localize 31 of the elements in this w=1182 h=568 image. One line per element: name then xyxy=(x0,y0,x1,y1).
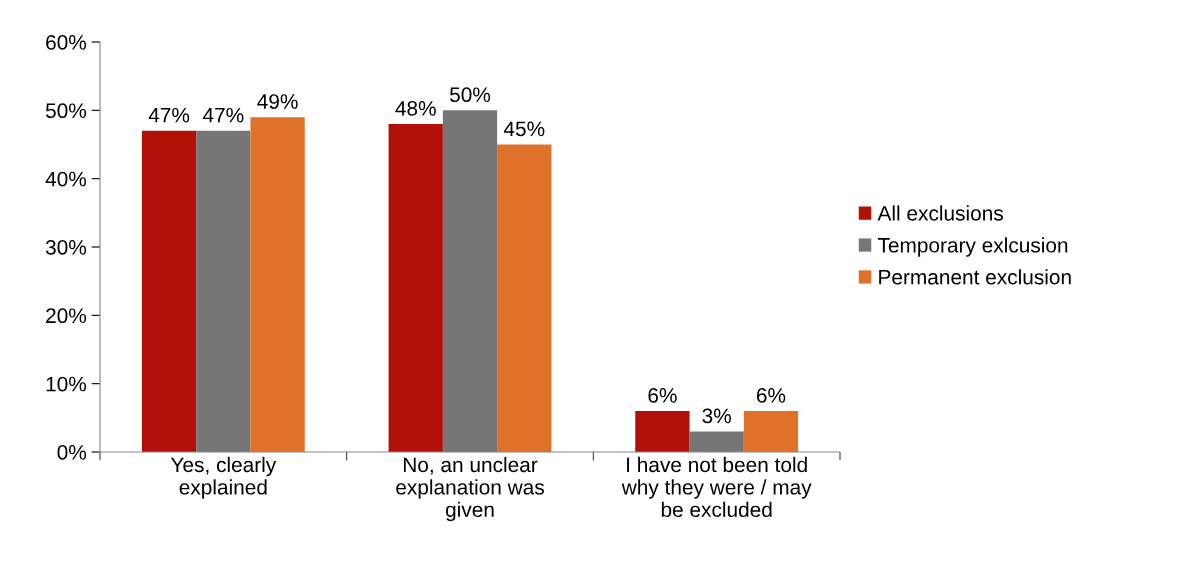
bar xyxy=(689,431,744,452)
data-label: 3% xyxy=(702,408,731,424)
bar xyxy=(442,110,498,452)
bar xyxy=(497,144,552,452)
y-tick-label: 40% xyxy=(45,171,87,187)
data-label: 49% xyxy=(257,94,298,109)
data-label: 6% xyxy=(648,387,677,403)
data-label: 48% xyxy=(395,100,436,116)
data-label: 47% xyxy=(148,107,190,123)
legend-label: Permanent exclusion xyxy=(879,269,1071,285)
x-tick-label: I have not been told why they were / may be excluded xyxy=(621,456,812,518)
y-tick-label: 60% xyxy=(46,35,87,50)
bar xyxy=(141,130,197,452)
y-tick-label: 50% xyxy=(45,103,87,119)
legend-label: Temporary exlcusion xyxy=(877,237,1068,257)
bar xyxy=(250,117,305,452)
data-label: 50% xyxy=(449,87,491,103)
legend-label: All exclusions xyxy=(877,205,1003,221)
y-tick-label: 0% xyxy=(57,445,87,460)
y-tick-label: 10% xyxy=(46,376,87,392)
y-tick-label: 30% xyxy=(45,240,87,255)
bar xyxy=(196,130,251,452)
x-tick-label: No, an unclear explanation was given xyxy=(396,456,544,522)
y-tick-label: 20% xyxy=(46,308,87,324)
data-label: 45% xyxy=(503,121,545,137)
x-tick-label: Yes, clearly explained xyxy=(170,456,277,499)
bar xyxy=(743,411,799,452)
bar xyxy=(388,124,443,452)
bar xyxy=(635,411,690,452)
data-label: 6% xyxy=(756,387,786,403)
data-label: 47% xyxy=(202,107,244,123)
